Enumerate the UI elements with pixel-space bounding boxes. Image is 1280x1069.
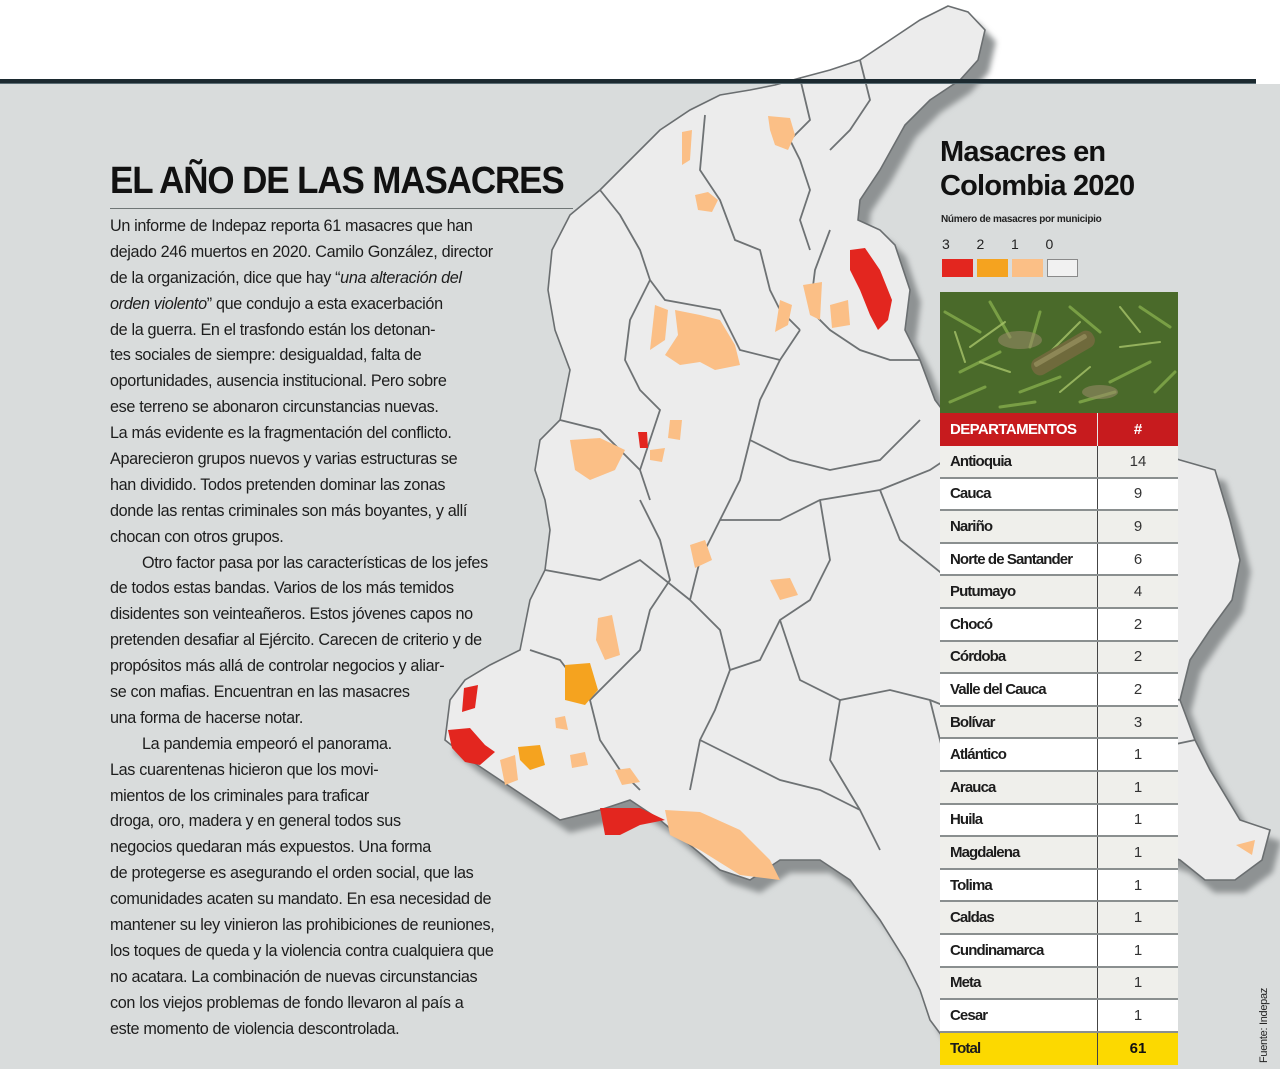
article-line: una forma de hacerse notar. — [110, 708, 304, 727]
municipalities-3-massacres — [448, 248, 892, 835]
legend-value-0: 0 — [1045, 236, 1054, 252]
legend-value-1: 1 — [1011, 236, 1019, 252]
top-whitespace — [0, 0, 1280, 82]
table-row: Córdoba 2 — [940, 641, 1178, 675]
article-line: con los viejos problemas de fondo llevar… — [110, 993, 464, 1012]
article-line: mientos de los criminales para traficar — [110, 786, 369, 805]
article-body: Un informe de Indepaz reporta 61 masacre… — [110, 214, 550, 1043]
article-line: este momento de violencia descontrolada. — [110, 1019, 400, 1038]
bullet-casing-photo — [940, 292, 1178, 414]
source-credit: Fuente: Indepaz — [1258, 987, 1270, 1063]
legend-swatches — [942, 259, 1078, 277]
table-row: Meta 1 — [940, 967, 1178, 1001]
legend-values: 3 2 1 0 — [942, 236, 1080, 252]
article-line: los toques de queda y la violencia contr… — [110, 941, 494, 960]
table-row: Chocó 2 — [940, 608, 1178, 642]
bullet-casing-icon — [1031, 330, 1095, 376]
article-line: donde las rentas criminales son más boya… — [110, 501, 467, 520]
table-row: Tolima 1 — [940, 869, 1178, 903]
article-line: de protegerse es asegurando el orden soc… — [110, 864, 474, 883]
table-row: Cesar 1 — [940, 1000, 1178, 1033]
table-row: Huila 1 — [940, 804, 1178, 838]
article-line: negocios quedaran más expuestos. Una for… — [110, 838, 431, 857]
article-line: tes sociales de siempre: desigualdad, fa… — [110, 346, 422, 365]
article-line: propósitos más allá de controlar negocio… — [110, 657, 445, 676]
table-row: Arauca 1 — [940, 771, 1178, 805]
legend-value-3: 3 — [942, 236, 950, 252]
table-row: Atlántico 1 — [940, 739, 1178, 772]
departments-table: DEPARTAMENTOS # Antioquia 14 Cauca 9 Nariñ… — [940, 413, 1178, 1066]
article-line: ese terreno se abonaron circunstancias n… — [110, 398, 439, 417]
table-header: DEPARTAMENTOS # — [940, 413, 1178, 446]
article-line: chocan con otros grupos. — [110, 527, 284, 546]
article-line: La más evidente es la fragmentación del … — [110, 424, 452, 443]
header-count: # — [1133, 421, 1143, 438]
article-line: Las cuarentenas hicieron que los movi- — [110, 760, 379, 779]
table-row: Valle del Cauca 2 — [940, 674, 1178, 707]
legend-value-2: 2 — [976, 236, 985, 252]
article-line: pretenden desafiar al Ejército. Carecen … — [110, 631, 482, 650]
table-row: Norte de Santander 6 — [940, 543, 1178, 577]
legend-swatch-0 — [1047, 259, 1078, 277]
table-row: Magdalena 1 — [940, 837, 1178, 870]
article-line: mantener su ley vinieron las prohibicion… — [110, 916, 495, 935]
article-line: orden violento” que condujo a esta exace… — [110, 294, 443, 313]
article-line: se con mafias. Encuentran en las masacre… — [110, 683, 410, 702]
article-line: de la organización, dice que hay “una al… — [110, 268, 462, 287]
table-body: Antioquia 14 Cauca 9 Nariño 9 Norte de Sant… — [940, 446, 1178, 1066]
quote-italic: una alteración del — [340, 268, 462, 287]
table-row: Antioquia 14 — [940, 446, 1178, 479]
table-row: Cauca 9 — [940, 478, 1178, 512]
article-line: La pandemia empeoró el panorama. — [142, 734, 392, 753]
article-line: comunidades acaten su mandato. En esa ne… — [110, 890, 492, 909]
municipalities-2-massacres — [518, 663, 598, 770]
article-line: oportunidades, ausencia institucional. P… — [110, 372, 447, 391]
table-row: Caldas 1 — [940, 902, 1178, 935]
article-line: de todos estas bandas. Varios de los más… — [110, 579, 454, 598]
top-rule — [0, 79, 1256, 84]
article-line: droga, oro, madera y en general todos su… — [110, 812, 401, 831]
quote-italic: orden violento — [110, 294, 207, 313]
article-line: Aparecieron grupos nuevos y varias estru… — [110, 450, 458, 469]
article-line: Otro factor pasa por las características… — [142, 553, 488, 572]
table-row: Cundinamarca 1 — [940, 934, 1178, 968]
article-line: no acatara. La combinación de nuevas cir… — [110, 967, 478, 986]
table-total-row: Total 61 — [940, 1032, 1178, 1066]
table-row: Nariño 9 — [940, 511, 1178, 544]
headline: EL AÑO DE LAS MASACRES — [110, 160, 565, 202]
article-line: dejado 246 muertos en 2020. Camilo Gonzá… — [110, 242, 493, 261]
header-departamentos: DEPARTAMENTOS — [940, 413, 1098, 446]
article-line: de la guerra. En el trasfondo están los … — [110, 320, 436, 339]
municipalities-1-massacre — [500, 116, 1255, 880]
legend-swatch-3 — [942, 259, 973, 277]
article-line: disidentes son veinteañeros. Estos jóven… — [110, 605, 473, 624]
legend-caption: Número de masacres por municipio — [941, 214, 1102, 225]
legend-swatch-1 — [1012, 259, 1043, 277]
article-line: Un informe de Indepaz reporta 61 masacre… — [110, 217, 473, 235]
table-row: Bolívar 3 — [940, 706, 1178, 740]
sidebar-title: Masacres en Colombia 2020 — [940, 136, 1135, 202]
table-row: Putumayo 4 — [940, 576, 1178, 609]
legend-swatch-2 — [977, 259, 1008, 277]
grass-icon — [940, 292, 1178, 414]
headline-divider — [110, 208, 573, 209]
article-line: han dividido. Todos pretenden dominar la… — [110, 475, 446, 494]
